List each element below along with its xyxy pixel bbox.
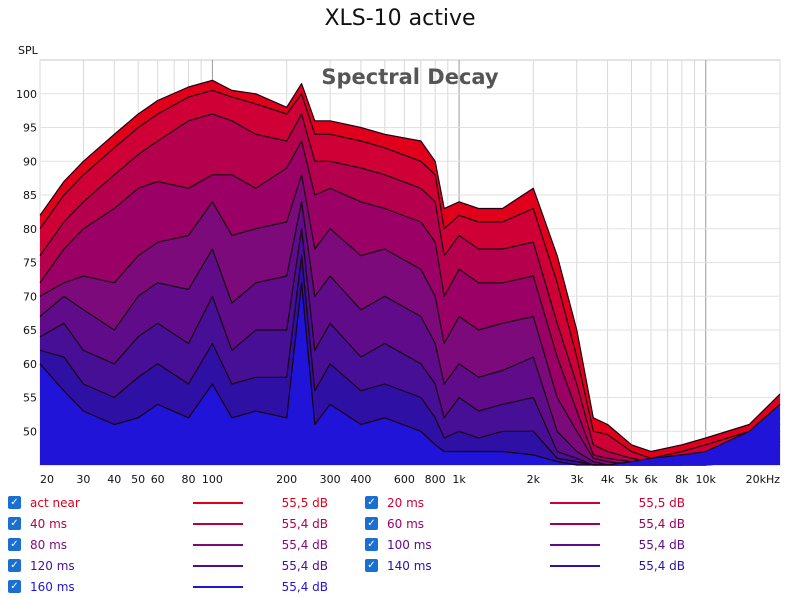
legend-label: 120 ms (30, 559, 75, 573)
legend-item: ✓ 40 ms 55,4 dB (8, 514, 338, 534)
y-tick-label: 95 (23, 122, 37, 135)
legend-label: 100 ms (387, 538, 432, 552)
legend-swatch (193, 565, 243, 567)
legend-swatch (550, 565, 600, 567)
legend-label: 160 ms (30, 580, 75, 594)
legend-label: 140 ms (387, 559, 432, 573)
legend-label: 60 ms (387, 517, 425, 531)
legend-value: 55,4 dB (638, 559, 685, 573)
legend-checkbox[interactable]: ✓ (8, 496, 21, 509)
legend-item: ✓ 140 ms 55,4 dB (365, 556, 695, 576)
legend-swatch (193, 586, 243, 588)
legend-checkbox[interactable]: ✓ (365, 517, 378, 530)
legend-checkbox[interactable]: ✓ (8, 538, 21, 551)
y-tick-label: 75 (23, 257, 37, 270)
x-tick-label: 60 (151, 473, 165, 486)
legend-value: 55,4 dB (638, 517, 685, 531)
legend-value: 55,4 dB (638, 538, 685, 552)
legend-checkbox[interactable]: ✓ (365, 538, 378, 551)
y-tick-label: 90 (23, 155, 37, 168)
x-tick-label: 300 (320, 473, 341, 486)
legend-value: 55,5 dB (281, 496, 328, 510)
legend-label: 40 ms (30, 517, 68, 531)
x-tick-label: 5k (625, 473, 639, 486)
series-line-60-ms (39, 140, 781, 466)
window-title: XLS-10 active (324, 6, 476, 31)
x-tick-label: 30 (76, 473, 90, 486)
x-tick-label: 600 (394, 473, 415, 486)
series-line-40-ms (39, 113, 781, 463)
x-tick-label: 20kHz (746, 473, 781, 486)
legend-swatch (193, 502, 243, 504)
legend-value: 55,4 dB (281, 517, 328, 531)
series-line-20-ms (39, 89, 781, 459)
x-tick-label: 200 (276, 473, 297, 486)
x-tick-labels: 20 30 40 50 60 80 100 200 300 400 600 800 1k 2k 3k 4k 5k… (40, 473, 780, 486)
series-line-160-ms (39, 282, 781, 466)
x-tick-label: 20 (40, 473, 54, 486)
y-tick-label: 70 (23, 290, 37, 303)
legend-swatch (550, 544, 600, 546)
x-tick-label: 80 (182, 473, 196, 486)
x-tick-label: 6k (644, 473, 658, 486)
y-axis-label: SPL (18, 44, 39, 57)
legend-swatch (193, 544, 243, 546)
legend-checkbox[interactable]: ✓ (365, 496, 378, 509)
legend-value: 55,5 dB (638, 496, 685, 510)
series-area-160-ms (40, 282, 780, 465)
y-tick-label: 100 (16, 88, 37, 101)
y-tick-label: 55 (23, 392, 37, 405)
x-tick-label: 4k (601, 473, 615, 486)
x-tick-label: 10k (696, 473, 717, 486)
legend-swatch (550, 502, 600, 504)
x-tick-label: 1k (452, 473, 466, 486)
x-tick-label: 400 (350, 473, 371, 486)
series-line-act-near (39, 79, 781, 453)
y-tick-label: 65 (23, 324, 37, 337)
legend-checkbox[interactable]: ✓ (8, 580, 21, 593)
spectral-decay-chart: 20 30 40 50 60 80 100 200 300 400 600 800 1k 2k 3k 4k 5k… (16, 44, 781, 486)
legend-checkbox[interactable]: ✓ (8, 559, 21, 572)
legend-item: ✓ 20 ms 55,5 dB (365, 493, 695, 513)
x-tick-label: 100 (202, 473, 223, 486)
x-tick-label: 50 (131, 473, 145, 486)
y-tick-label: 50 (23, 425, 37, 438)
legend-swatch (550, 523, 600, 525)
legend-value: 55,4 dB (281, 538, 328, 552)
legend-item: ✓ act near 55,5 dB (8, 493, 338, 513)
plot-title: Spectral Decay (321, 65, 499, 89)
legend-item: ✓ 160 ms 55,4 dB (8, 577, 338, 597)
legend-item: ✓ 100 ms 55,4 dB (365, 535, 695, 555)
legend-item: ✓ 60 ms 55,4 dB (365, 514, 695, 534)
y-tick-labels: 50 55 60 65 70 75 80 85 90 95 100 (16, 88, 37, 439)
x-tick-label: 800 (425, 473, 446, 486)
legend-label: 80 ms (30, 538, 68, 552)
legend-swatch (193, 523, 243, 525)
y-tick-label: 60 (23, 358, 37, 371)
legend-checkbox[interactable]: ✓ (8, 517, 21, 530)
legend-label: 20 ms (387, 496, 425, 510)
series-layer (39, 79, 781, 466)
legend-value: 55,4 dB (281, 559, 328, 573)
legend-item: ✓ 80 ms 55,4 dB (8, 535, 338, 555)
x-tick-label: 3k (570, 473, 584, 486)
y-tick-label: 80 (23, 223, 37, 236)
legend-label: act near (30, 496, 80, 510)
legend-value: 55,4 dB (281, 580, 328, 594)
x-tick-label: 40 (107, 473, 121, 486)
x-tick-label: 8k (675, 473, 689, 486)
y-tick-label: 85 (23, 189, 37, 202)
legend-item: ✓ 120 ms 55,4 dB (8, 556, 338, 576)
x-tick-label: 2k (527, 473, 541, 486)
legend: ✓ act near 55,5 dB ✓ 20 ms 55,5 dB ✓ 40 ms 55,4 … (0, 488, 800, 598)
legend-checkbox[interactable]: ✓ (365, 559, 378, 572)
